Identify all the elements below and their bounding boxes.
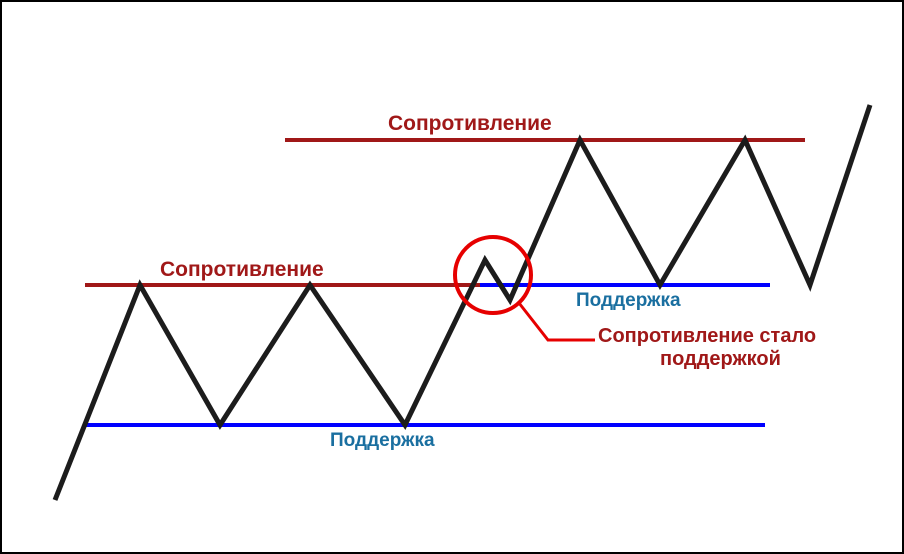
label-support-lower: Поддержка [330, 430, 435, 452]
diagram-svg [0, 0, 904, 554]
label-resistance-upper: Сопротивление [388, 112, 552, 136]
label-callout-line1: Сопротивление стало [598, 325, 816, 348]
label-resistance-lower: Сопротивление [160, 258, 324, 282]
label-support-upper: Поддержка [576, 290, 681, 312]
diagram-frame: Сопротивление Сопротивление Поддержка По… [0, 0, 904, 554]
label-callout-line2: поддержкой [660, 348, 781, 371]
outer-border [1, 1, 903, 553]
